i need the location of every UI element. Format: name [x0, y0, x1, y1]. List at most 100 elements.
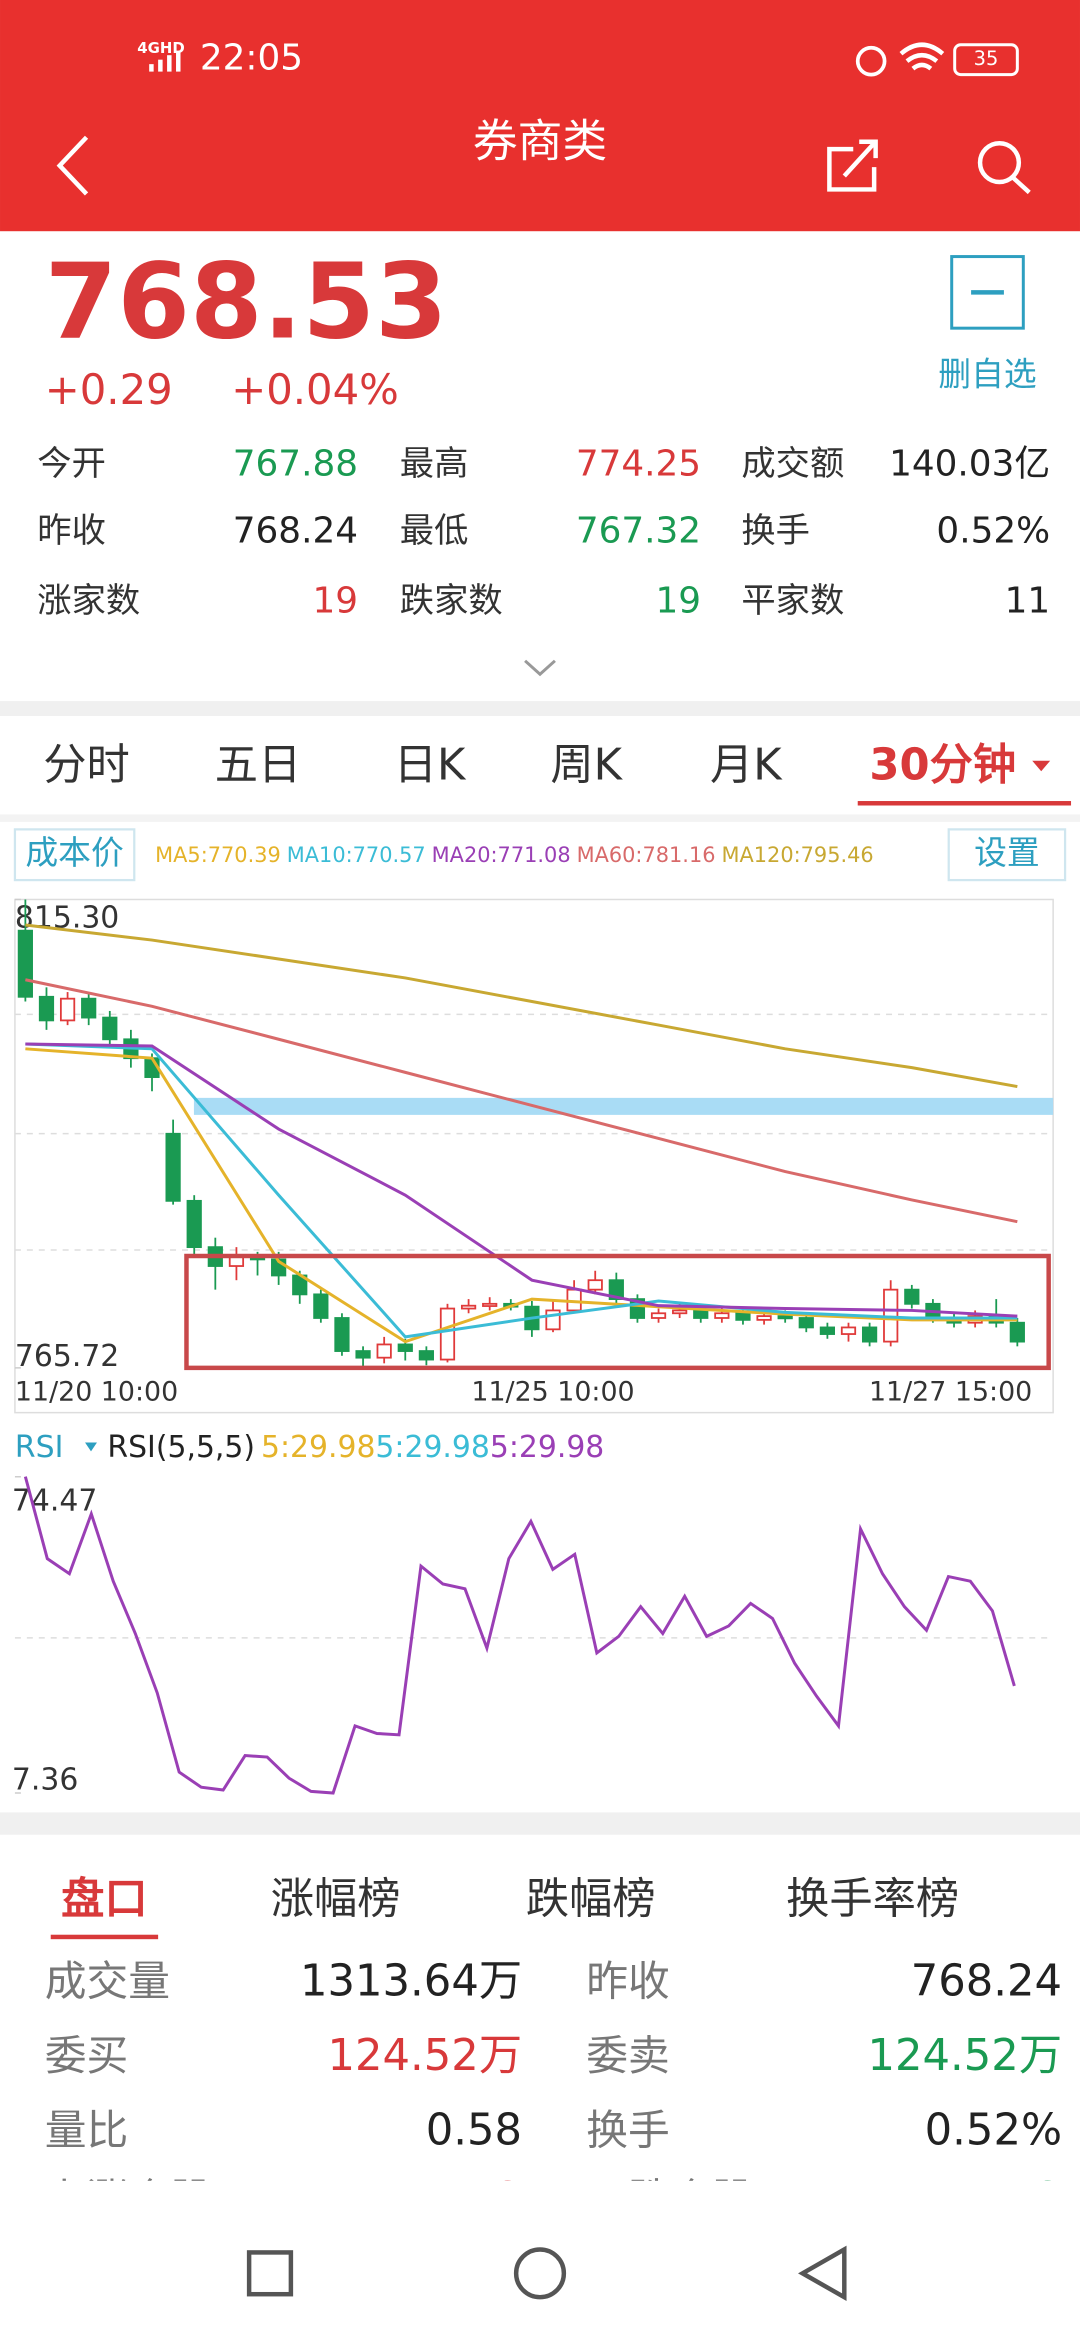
- candle-body: [777, 1315, 793, 1320]
- period-tabs: 分时 五日 日K 周K 月K 30分钟: [43, 741, 1072, 806]
- candle-body: [376, 1343, 392, 1359]
- cost-label: 成本价: [25, 834, 123, 872]
- stat-value: 11: [1005, 581, 1051, 622]
- period-tab[interactable]: 日K: [394, 741, 467, 791]
- stat-value: 0.52%: [936, 511, 1050, 552]
- tab-underline: [857, 801, 1072, 806]
- candle-body: [38, 995, 55, 1022]
- table-value: 0.52%: [925, 2106, 1062, 2156]
- nav-back[interactable]: [798, 2245, 847, 2302]
- ma-label: MA120:795.46: [721, 843, 873, 867]
- table-label: 委卖: [586, 2031, 670, 2080]
- y-tick-label: 7.36: [12, 1763, 78, 1798]
- nav-recent[interactable]: [246, 2250, 294, 2297]
- table-value: 1313.64万: [300, 1956, 522, 2006]
- highlight-box: [184, 1253, 1051, 1371]
- period-tab[interactable]: 月K: [710, 741, 783, 791]
- ma-legend: MA5:770.39 MA10:770.57 MA20:771.08 MA60:781…: [155, 843, 874, 867]
- rsi-legend: 5:29.98: [375, 1430, 489, 1465]
- candle-body: [334, 1317, 350, 1352]
- list-tab[interactable]: 跌幅榜: [526, 1874, 656, 1924]
- period-tab[interactable]: 周K: [550, 741, 623, 791]
- separator: [0, 814, 1080, 822]
- candle-body: [460, 1304, 477, 1310]
- settings-label: 设置: [974, 834, 1040, 872]
- candle-body: [861, 1326, 878, 1343]
- candle-body: [587, 1279, 603, 1291]
- period-tab[interactable]: 30分钟: [869, 741, 1016, 791]
- table-label: 成交量: [45, 1956, 170, 2005]
- share-button[interactable]: [827, 139, 878, 192]
- candle-body: [186, 1199, 202, 1249]
- network: 4GHD: [137, 39, 184, 57]
- candle-body: [693, 1309, 709, 1319]
- list-tab[interactable]: 换手率榜: [786, 1874, 959, 1924]
- table-value: 124.52万: [328, 2031, 523, 2081]
- rsi-title[interactable]: RSI: [15, 1430, 63, 1465]
- candle-body: [397, 1343, 413, 1352]
- back-button[interactable]: [56, 135, 89, 196]
- rsi-subtitle: RSI(5,5,5): [107, 1430, 255, 1465]
- stat-value: 767.32: [576, 511, 701, 552]
- separator: [0, 701, 1080, 717]
- period-tab[interactable]: 分时: [43, 741, 130, 791]
- signal-icon: [149, 50, 181, 72]
- table-label: 量比: [45, 2106, 129, 2155]
- header-bg: [0, 0, 1080, 232]
- table-value: 768.24: [911, 1956, 1062, 2006]
- y-tick-label: 765.72: [15, 1339, 119, 1374]
- alarm-icon: [855, 45, 887, 77]
- ma-line: [25, 1042, 1018, 1339]
- stat-value: 140.03亿: [889, 443, 1050, 484]
- candle-body: [840, 1326, 857, 1335]
- ma-label: MA10:770.57: [287, 843, 426, 867]
- cost-button[interactable]: 成本价: [13, 828, 136, 882]
- rsi-chart: RSI RSI(5,5,5) 5:29.98 5:29.98 5:29.9874.477…: [12, 1430, 1054, 1798]
- grid: [14, 1013, 1054, 1251]
- y-tick-label: 74.47: [12, 1484, 97, 1519]
- stat-label: 最高: [400, 444, 469, 484]
- stat-value: 774.25: [576, 443, 701, 484]
- candle-body: [439, 1307, 456, 1361]
- search-button[interactable]: [977, 140, 1031, 195]
- candle-body: [650, 1312, 667, 1319]
- ma-line: [25, 1047, 1018, 1344]
- stat-value: 19: [312, 581, 358, 622]
- watch-button[interactable]: 删自选: [938, 255, 1037, 394]
- ma-label: MA60:781.16: [577, 843, 716, 867]
- stat-label: 昨收: [37, 511, 106, 551]
- expand-chevron[interactable]: [524, 659, 556, 677]
- nav-home[interactable]: [513, 2247, 567, 2300]
- stat-value: 19: [656, 581, 702, 622]
- tab-underline: [50, 1934, 159, 1940]
- rsi-legend: 5:29.98: [490, 1430, 604, 1465]
- stat-label: 最低: [400, 511, 469, 551]
- list-tab[interactable]: 涨幅榜: [271, 1874, 401, 1924]
- stat-label: 平家数: [741, 581, 844, 621]
- settings-button[interactable]: 设置: [947, 828, 1067, 882]
- battery-icon: [953, 43, 1019, 77]
- ma-label: MA5:770.39: [155, 843, 281, 867]
- candle-body: [165, 1132, 181, 1202]
- separator: [0, 1812, 1080, 1835]
- candle-body: [735, 1312, 751, 1321]
- stat-label: 涨家数: [37, 581, 140, 621]
- x-tick-label: 11/20 10:00: [15, 1377, 178, 1408]
- stat-label: 换手: [741, 511, 810, 551]
- candle-body: [904, 1288, 920, 1305]
- table-value: 0.58: [426, 2106, 522, 2156]
- stat-label: 成交额: [741, 444, 844, 484]
- candle-body: [608, 1279, 624, 1300]
- candle-body: [756, 1315, 772, 1321]
- table-label: 换手: [586, 2106, 670, 2155]
- candle-body: [482, 1302, 498, 1307]
- ma-line: [25, 978, 1018, 1224]
- rsi-dropdown: [85, 1442, 97, 1452]
- stat-value: 767.88: [233, 443, 358, 484]
- period-tab[interactable]: 五日: [215, 741, 302, 791]
- list-tab[interactable]: 盘口: [61, 1874, 148, 1924]
- candle-body: [672, 1309, 688, 1315]
- table-label: 昨收: [586, 1956, 670, 2005]
- candle-body: [714, 1312, 730, 1319]
